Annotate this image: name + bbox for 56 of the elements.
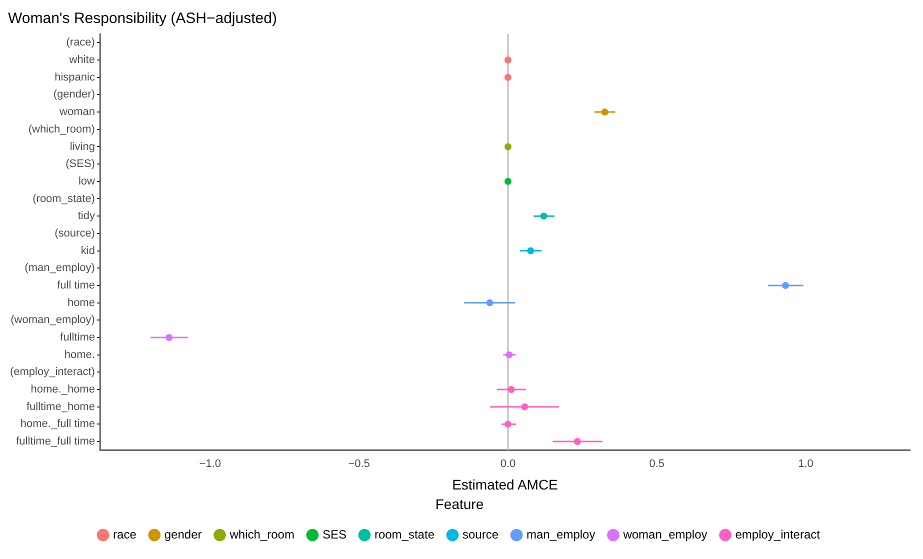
legend-label: room_state	[374, 527, 435, 542]
y-tick-label: white	[68, 54, 95, 66]
point	[601, 108, 608, 116]
y-tick-label: fulltime_full time	[16, 436, 95, 448]
y-tick-label: fulltime_home	[26, 400, 95, 413]
y-tick-label: (source)	[54, 227, 95, 240]
y-tick-label: home._full time	[20, 418, 95, 430]
y-tick-label: (room_state)	[32, 192, 95, 205]
y-tick-label: (woman_employ)	[10, 314, 95, 326]
legend-label: race	[113, 527, 137, 542]
y-tick-label: (race)	[66, 36, 95, 49]
y-tick-label: low	[78, 175, 96, 188]
point	[521, 403, 528, 410]
y-tick-label: home._home	[30, 384, 95, 396]
point	[540, 212, 548, 220]
x-axis-title: Estimated AMCE	[452, 476, 558, 493]
legend-label: gender	[164, 527, 202, 542]
y-tick-label: (employ_interact)	[10, 366, 95, 378]
point	[166, 334, 173, 341]
point	[782, 282, 790, 289]
point	[527, 247, 534, 254]
point	[504, 74, 512, 81]
y-tick-label: hispanic	[54, 71, 96, 84]
point	[506, 351, 513, 358]
x-tick-label: 0.0	[500, 458, 516, 470]
legend-label: employ_interact	[735, 527, 821, 542]
legend-label: which_room	[228, 527, 294, 542]
point	[574, 438, 581, 446]
point	[504, 56, 512, 64]
y-tick-label: kid	[80, 244, 95, 257]
y-tick-label: tidy	[78, 210, 96, 222]
y-tick-label: home.	[64, 348, 95, 361]
y-tick-label: (man_employ)	[24, 262, 95, 274]
point	[504, 420, 512, 428]
point	[486, 299, 494, 306]
legend-label: man_employ	[526, 527, 596, 542]
y-tick-label: (which_room)	[28, 123, 95, 136]
y-tick-label: woman	[58, 106, 95, 118]
legend-label: source	[462, 527, 499, 542]
x-tick-label: −1.0	[199, 458, 222, 470]
y-tick-label: living	[70, 140, 95, 153]
x-tick-label: −0.5	[348, 458, 370, 470]
y-tick-label: fulltime	[60, 332, 95, 344]
chart-title: Woman's Responsibility (ASH−adjusted)	[8, 10, 277, 28]
y-tick-label: (gender)	[53, 88, 95, 101]
point	[508, 386, 515, 394]
x-tick-label: 1.0	[798, 458, 814, 470]
x-tick-label: 0.5	[649, 458, 665, 470]
legend-title: Feature	[435, 496, 484, 512]
y-tick-label: full time	[57, 279, 95, 292]
y-tick-label: (SES)	[66, 158, 95, 170]
legend-label: SES	[322, 527, 346, 542]
point	[504, 143, 512, 150]
point	[504, 178, 512, 185]
y-tick-label: home	[67, 296, 95, 309]
legend-label: woman_employ	[622, 527, 708, 542]
